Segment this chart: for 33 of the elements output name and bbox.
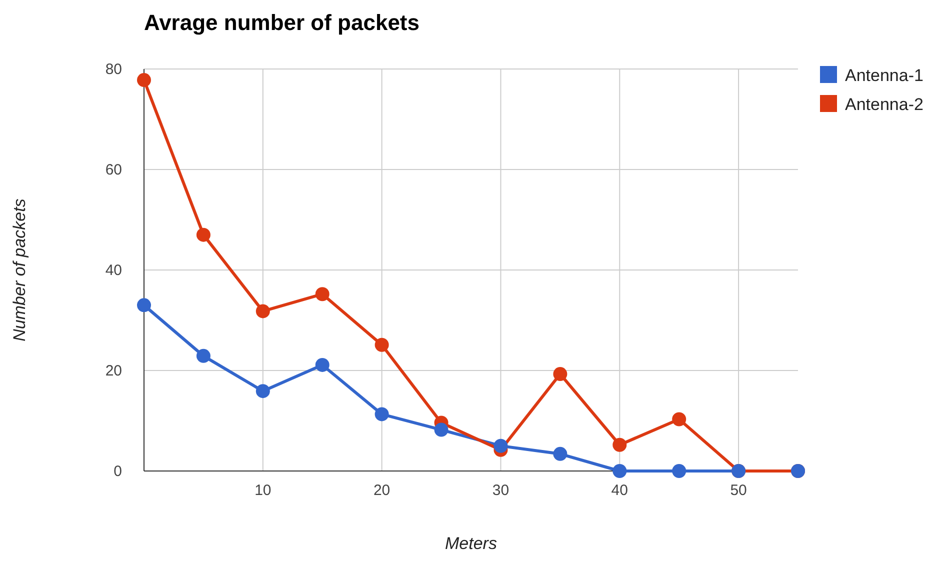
- point: [672, 412, 686, 426]
- point: [434, 422, 448, 437]
- point: [196, 228, 210, 242]
- point: [553, 367, 568, 382]
- legend-label: Antenna-2: [845, 95, 924, 114]
- x-tick-label: 20: [373, 482, 390, 499]
- point: [315, 358, 330, 372]
- y-tick-label: 0: [114, 463, 122, 480]
- x-tick-label: 40: [611, 482, 628, 499]
- point: [494, 438, 508, 453]
- x-tick-label: 10: [254, 482, 272, 499]
- point: [196, 348, 210, 363]
- x-axis-title: Meters: [445, 534, 498, 553]
- point: [612, 438, 627, 452]
- point: [672, 464, 686, 478]
- point: [137, 73, 151, 88]
- y-axis-title: Number of packets: [10, 198, 29, 342]
- chart-title: Avrage number of packets: [144, 10, 420, 35]
- y-tick-label: 80: [105, 61, 122, 78]
- point: [553, 446, 568, 461]
- point: [137, 298, 151, 312]
- legend-label: Antenna-1: [845, 66, 924, 85]
- y-tick-label: 60: [105, 162, 122, 178]
- point: [256, 304, 270, 318]
- point: [612, 464, 627, 478]
- point: [374, 338, 389, 352]
- point: [374, 407, 389, 422]
- x-tick-label: 50: [730, 482, 747, 499]
- point: [256, 384, 270, 398]
- point: [315, 287, 330, 302]
- y-tick-label: 40: [105, 262, 122, 279]
- y-tick-label: 20: [105, 362, 122, 380]
- x-tick-label: 30: [492, 482, 510, 499]
